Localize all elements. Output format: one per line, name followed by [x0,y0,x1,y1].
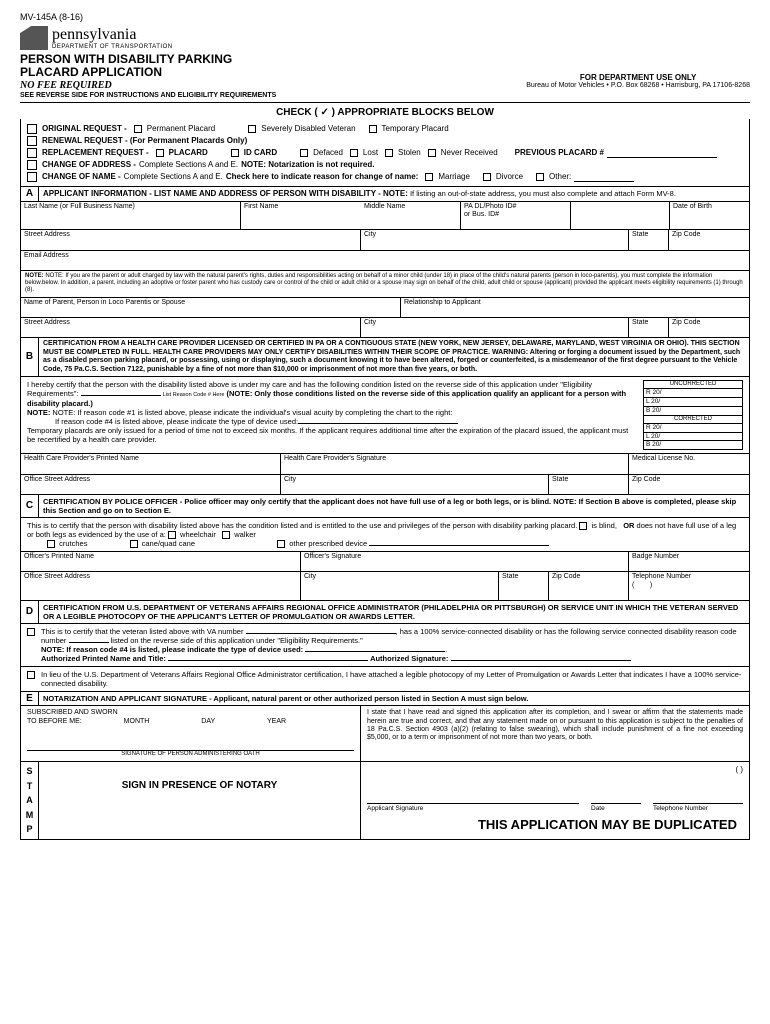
form-title-2: PLACARD APPLICATION [20,66,276,79]
state-name: pennsylvania [52,25,173,44]
cb-change-addr[interactable] [27,160,37,170]
section-c-letter: C [21,495,39,517]
cb-va-cert[interactable] [27,628,35,636]
cb-other-device[interactable] [277,540,285,548]
field-dl[interactable]: PA DL/Photo ID# or Bus. ID# [461,202,571,230]
field-hcp-state[interactable]: State [549,475,629,494]
vision-chart: UNCORRECTED R 20/ L 20/ B 20/ CORRECTED … [643,380,743,450]
applicant-sig[interactable]: Applicant Signature [367,803,579,813]
cb-temporary[interactable] [369,125,377,133]
cb-idcard[interactable] [231,149,239,157]
footer-dup: THIS APPLICATION MAY BE DUPLICATED [367,813,743,837]
field-lastname[interactable]: Last Name (or Full Business Name) [21,202,241,230]
keystone-icon [20,26,48,50]
sign-notary: SIGN IN PRESENCE OF NOTARY [39,780,360,792]
field-street[interactable]: Street Address [21,230,361,249]
dept-use-block: FOR DEPARTMENT USE ONLY Bureau of Motor … [526,73,750,91]
field-officer-zip[interactable]: Zip Code [549,572,629,600]
reason-code-line[interactable] [81,395,161,396]
other-line[interactable] [574,172,634,182]
field-hcp-city[interactable]: City [281,475,549,494]
field-officer-name[interactable]: Officer's Printed Name [21,552,301,571]
stamp-column: STAMP [21,762,39,839]
cb-replacement[interactable] [27,148,37,158]
section-c: C CERTIFICATION BY POLICE OFFICER - Poli… [20,495,750,601]
field-parent-city[interactable]: City [361,318,629,337]
cb-change-name[interactable] [27,172,37,182]
cb-never[interactable] [428,149,436,157]
section-d-letter: D [21,601,39,623]
cb-lost[interactable] [350,149,358,157]
form-number: MV-145A (8-16) [20,12,750,23]
field-officer-office[interactable]: Office Street Address [21,572,301,600]
prev-placard-line[interactable] [607,148,717,158]
cb-defaced[interactable] [300,149,308,157]
field-officer-city[interactable]: City [301,572,499,600]
sig-tel[interactable]: Telephone Number [653,803,743,813]
field-parent-zip[interactable]: Zip Code [669,318,749,337]
field-officer-tel[interactable]: Telephone Number( ) [629,572,749,600]
field-dob[interactable]: Date of Birth [669,202,749,230]
field-parent-street[interactable]: Street Address [21,318,361,337]
section-e: E NOTARIZATION AND APPLICANT SIGNATURE -… [20,692,750,840]
field-parent-state[interactable]: State [629,318,669,337]
field-state[interactable]: State [629,230,669,249]
section-a: A APPLICANT INFORMATION - LIST NAME AND … [20,187,750,339]
field-badge[interactable]: Badge Number [629,552,749,571]
cb-other[interactable] [536,173,544,181]
field-officer-sig[interactable]: Officer's Signature [301,552,629,571]
field-parent[interactable]: Name of Parent, Person in Loco Parentis … [21,298,401,317]
field-hcp-sig[interactable]: Health Care Provider's Signature [281,454,629,473]
notary-left: SUBSCRIBED AND SWORN TO BEFORE ME: MONTH… [21,706,361,761]
pa-logo: pennsylvania DEPARTMENT OF TRANSPORTATIO… [20,25,276,51]
no-fee: NO FEE REQUIRED [20,80,276,92]
bureau-addr: Bureau of Motor Vehicles • P.O. Box 6826… [526,82,750,90]
reverse-note: SEE REVERSE SIDE FOR INSTRUCTIONS AND EL… [20,92,276,100]
cb-va-letter[interactable] [27,671,35,679]
cb-severely[interactable] [248,125,256,133]
field-hcp-office[interactable]: Office Street Address [21,475,281,494]
check-block: ORIGINAL REQUEST - Permanent Placard Sev… [20,119,750,187]
field-relation[interactable]: Relationship to Applicant [401,298,749,317]
section-e-letter: E [21,692,39,705]
field-officer-state[interactable]: State [499,572,549,600]
field-license[interactable]: Medical License No. [629,454,749,473]
field-middle[interactable]: Middle Name [361,202,461,230]
oath-sig-line[interactable]: SIGNATURE OF PERSON ADMINISTERING OATH [27,750,354,758]
cb-permanent[interactable] [134,125,142,133]
cb-blind[interactable] [579,522,587,530]
cb-divorce[interactable] [483,173,491,181]
field-city[interactable]: City [361,230,629,249]
cb-crutches[interactable] [47,540,55,548]
cb-cane[interactable] [130,540,138,548]
sig-date[interactable]: Date [591,803,641,813]
cb-wheelchair[interactable] [168,531,176,539]
field-email[interactable]: Email Address [21,251,749,270]
field-zip[interactable]: Zip Code [669,230,749,249]
cb-renewal[interactable] [27,136,37,146]
form-page: MV-145A (8-16) pennsylvania DEPARTMENT O… [0,0,770,852]
cb-marriage[interactable] [425,173,433,181]
check-title: CHECK ( ✓ ) APPROPRIATE BLOCKS BELOW [20,107,750,119]
field-firstname[interactable]: First Name [241,202,361,230]
affirm-text: I state that I have read and signed this… [361,706,749,761]
field-hcp-name[interactable]: Health Care Provider's Printed Name [21,454,281,473]
cb-placard[interactable] [156,149,164,157]
section-d: D CERTIFICATION FROM U.S. DEPARTMENT OF … [20,601,750,692]
cb-walker[interactable] [222,531,230,539]
section-b-letter: B [21,338,39,376]
dept-use-head: FOR DEPARTMENT USE ONLY [526,73,750,83]
dept-name: DEPARTMENT OF TRANSPORTATION [52,44,173,51]
section-a-note: NOTE: NOTE: If you are the parent or adu… [21,271,749,298]
header-left: pennsylvania DEPARTMENT OF TRANSPORTATIO… [20,23,276,100]
cb-stolen[interactable] [385,149,393,157]
cb-original[interactable] [27,124,37,134]
section-a-letter: A [21,187,39,201]
field-hcp-zip[interactable]: Zip Code [629,475,749,494]
section-b: B CERTIFICATION FROM A HEALTH CARE PROVI… [20,338,750,495]
